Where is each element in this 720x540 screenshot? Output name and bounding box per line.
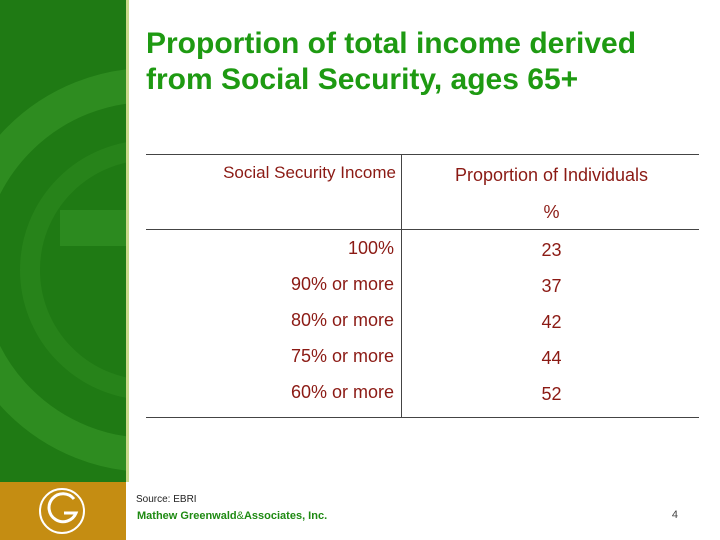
table-row-income: 80% or more <box>290 310 394 330</box>
table-row-income: 75% or more <box>290 346 394 366</box>
slide-title: Proportion of total income derived from … <box>146 27 637 96</box>
page-number: 4 <box>671 509 678 521</box>
income-table: Social Security Income Proportion of Ind… <box>146 154 699 418</box>
sidebar-edge <box>126 0 129 482</box>
column-divider <box>401 155 402 417</box>
sidebar-decoration <box>0 0 126 482</box>
company-ampersand: & <box>236 510 244 522</box>
income-column: 100% 90% or more 80% or more 75% or more… <box>146 230 394 410</box>
table-row-income: 90% or more <box>290 274 394 294</box>
header-percent-label: % <box>543 202 560 222</box>
table-row-proportion: 42 <box>541 312 562 332</box>
g-logo-icon <box>39 488 85 534</box>
header-proportion-of-individuals: Proportion of Individuals % <box>404 155 699 231</box>
proportion-column: 23 37 42 44 52 <box>404 232 699 412</box>
company-name: Mathew Greenwald&Associates, Inc. <box>137 510 327 522</box>
table-row-proportion: 44 <box>541 348 562 368</box>
header-divider <box>146 229 699 230</box>
header-proportion-label: Proportion of Individuals <box>454 165 649 185</box>
table-row-income: 100% <box>347 238 394 258</box>
table-row-proportion: 52 <box>541 384 562 404</box>
company-logo <box>0 482 126 540</box>
company-name-part1: Mathew Greenwald <box>137 510 237 522</box>
table-row-proportion: 37 <box>541 276 562 296</box>
g-watermark-icon <box>0 69 126 471</box>
source-note: Source: EBRI <box>136 494 197 505</box>
table-row-proportion: 23 <box>541 240 562 260</box>
table-row-income: 60% or more <box>290 382 394 402</box>
header-social-security-income: Social Security Income <box>223 163 396 182</box>
company-name-part2: Associates, Inc. <box>243 510 328 522</box>
